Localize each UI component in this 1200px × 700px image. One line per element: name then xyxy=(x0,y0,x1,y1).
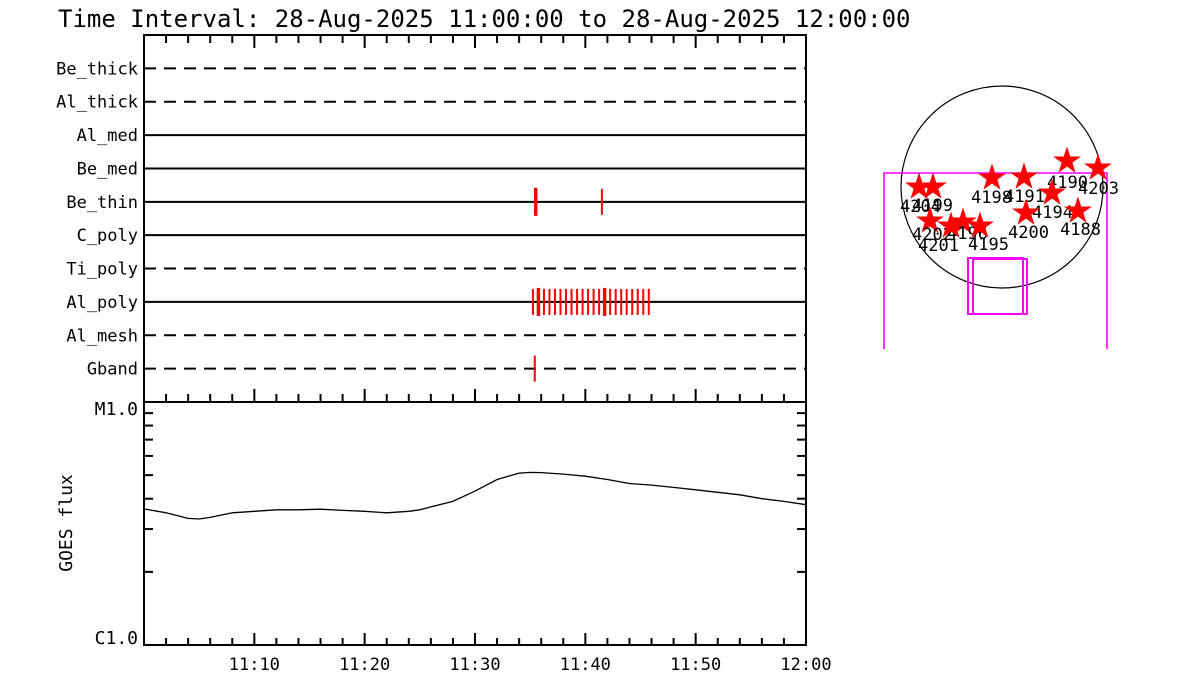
filter-label-Gband: Gband xyxy=(87,360,138,380)
active-region-4188: 4188 xyxy=(1060,196,1101,240)
ar-label-4201: 4201 xyxy=(918,236,959,256)
ar-star-icon-4200 xyxy=(1012,198,1040,225)
goes-xtick-label: 11:10 xyxy=(229,655,280,675)
filter-row-Ti_poly: Ti_poly xyxy=(66,260,806,280)
goes-ymin-label: C1.0 xyxy=(95,628,138,649)
ar-label-4199: 4199 xyxy=(912,196,953,216)
ar-star-icon-4201 xyxy=(937,211,965,238)
ar-star-icon-4195 xyxy=(966,211,994,238)
goes-xtick-label: 11:50 xyxy=(670,655,721,675)
filter-label-Be_thick: Be_thick xyxy=(56,59,138,79)
ar-label-4200: 4200 xyxy=(1008,223,1049,243)
active-region-4200: 4200 xyxy=(1008,198,1049,243)
filter-row-Be_med: Be_med xyxy=(77,159,806,179)
ar-label-4203: 4203 xyxy=(1078,179,1119,199)
plot-title: Time Interval: 28-Aug-2025 11:00:00 to 2… xyxy=(58,5,911,33)
ar-star-icon-4194 xyxy=(1038,178,1066,205)
filter-row-C_poly: C_poly xyxy=(77,226,806,246)
ar-star-icon-4198 xyxy=(978,163,1006,190)
filter-label-Al_thick: Al_thick xyxy=(56,93,138,113)
filter-label-C_poly: C_poly xyxy=(77,226,138,246)
ar-star-icon-4191 xyxy=(1010,162,1038,189)
filter-label-Be_med: Be_med xyxy=(77,159,138,179)
ar-star-icon-4202 xyxy=(916,206,944,233)
active-region-4201: 4201 xyxy=(918,211,965,256)
filter-row-Al_mesh: Al_mesh xyxy=(66,326,806,346)
ar-star-icon-4190 xyxy=(1053,146,1081,173)
ar-label-4195: 4195 xyxy=(968,235,1009,255)
filter-label-Al_med: Al_med xyxy=(77,126,138,146)
ar-label-4190: 4190 xyxy=(1047,173,1088,193)
filter-timeline-panel: Be_thick Al_thick Al_med Be_med Be_thin C_pol… xyxy=(56,34,807,403)
fov-box-large xyxy=(883,172,1108,349)
active-region-4195: 4195 xyxy=(966,211,1009,255)
ar-label-4188: 4188 xyxy=(1060,220,1101,240)
filter-row-Al_poly: Al_poly xyxy=(66,287,806,316)
goes-xtick-label: 11:20 xyxy=(339,655,390,675)
goes-flux-panel: M1.0 C1.0 GOES flux 11:10 11:20 11:30 11:40… xyxy=(56,399,832,675)
filter-label-Al_mesh: Al_mesh xyxy=(66,326,138,346)
active-region-4203: 4203 xyxy=(1078,153,1119,199)
ar-star-icon-4203 xyxy=(1084,153,1112,180)
goes-ymax-label: M1.0 xyxy=(95,399,138,420)
filter-row-Al_med: Al_med xyxy=(77,126,806,146)
ar-star-icon-4199 xyxy=(919,172,947,199)
filter-label-Be_thin: Be_thin xyxy=(66,193,138,213)
active-region-4199: 4199 xyxy=(912,172,953,216)
active-region-4191: 4191 xyxy=(1004,162,1045,207)
goes-panel-frame xyxy=(143,401,807,646)
fov-box-small xyxy=(972,258,1028,315)
ar-star-icon-4188 xyxy=(1064,196,1092,223)
ar-label-4202: 4202 xyxy=(912,225,953,245)
active-region-4194: 4194 xyxy=(1032,178,1073,223)
filter-row-Be_thin: Be_thin xyxy=(66,187,806,216)
active-region-4190: 4190 xyxy=(1047,146,1088,193)
ar-label-4198: 4198 xyxy=(971,188,1012,208)
solar-limb-circle xyxy=(900,85,1104,289)
fov-box-small xyxy=(967,257,1024,315)
goes-flux-curve xyxy=(143,471,807,520)
filter-label-Al_poly: Al_poly xyxy=(66,293,138,313)
filter-row-Al_thick: Al_thick xyxy=(56,93,806,113)
ar-star-icon-4196 xyxy=(949,207,977,234)
filter-row-Be_thick: Be_thick xyxy=(56,59,806,79)
goes-xtick-label: 11:30 xyxy=(449,655,500,675)
active-region-4198: 4198 xyxy=(971,163,1012,208)
goes-axis-title: GOES flux xyxy=(56,474,77,572)
ar-label-4194: 4194 xyxy=(1032,203,1073,223)
ar-label-4191: 4191 xyxy=(1004,187,1045,207)
goes-xtick-label: 11:40 xyxy=(560,655,611,675)
filter-row-Gband: Gband xyxy=(87,355,806,382)
active-region-4202: 4202 xyxy=(912,206,953,245)
timeline-panel-frame xyxy=(143,34,807,403)
filter-label-Ti_poly: Ti_poly xyxy=(66,260,138,280)
goes-xtick-label: 12:00 xyxy=(780,655,831,675)
